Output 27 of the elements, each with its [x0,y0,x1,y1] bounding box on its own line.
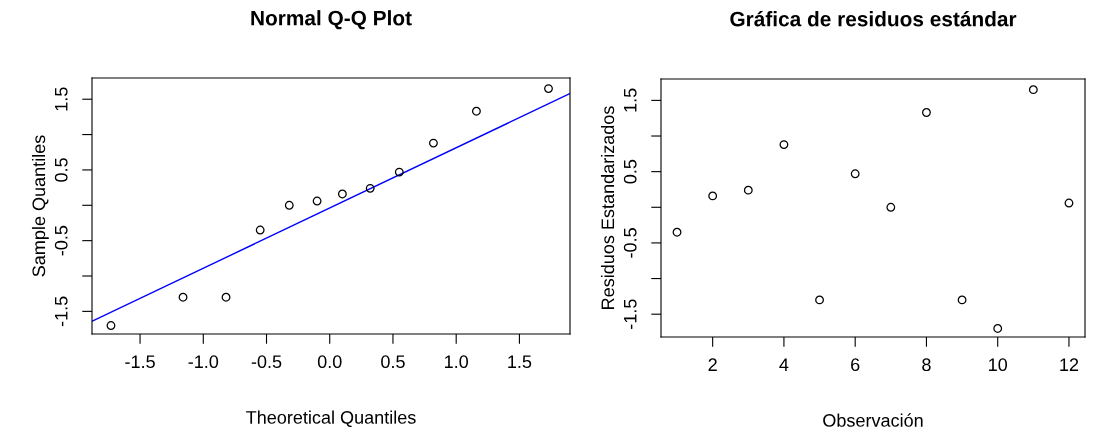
y-tick-label: -0.5 [623,228,637,258]
y-tick-label: 0.5 [623,159,637,184]
x-tick-label: 12 [1060,358,1079,371]
y-tick-label: 0.5 [54,158,68,182]
chart-title: Gráfica de residuos estándar [730,10,1017,27]
x-tick-label: -1.0 [188,355,219,369]
x-tick-label: 0.0 [317,355,342,369]
x-axis-title: Theoretical Quantiles [246,410,416,428]
x-tick-label: 1.0 [445,355,469,369]
x-tick-label: 4 [779,358,789,371]
x-tick-label: 0.5 [381,355,405,369]
chart-title: Normal Q-Q Plot [251,10,412,30]
x-tick-label: 6 [851,358,860,372]
y-tick-label: -0.5 [54,225,68,256]
y-tick-label: -1.5 [624,299,637,329]
x-tick-label: 2 [708,358,717,371]
y-tick-label: 1.5 [55,87,68,111]
y-axis-title: Sample Quantiles [31,135,49,277]
x-axis-title: Observación [823,413,923,427]
x-tick-label: -0.5 [251,355,282,369]
x-tick-label: 8 [922,358,931,372]
x-tick-label: 10 [989,358,1008,372]
y-axis-title: Residuos Estandarizados [600,106,615,309]
x-tick-label: 1.5 [508,355,532,369]
x-tick-label: -1.5 [125,355,155,369]
y-tick-label: 1.5 [624,88,637,112]
y-tick-label: -1.5 [55,296,68,327]
